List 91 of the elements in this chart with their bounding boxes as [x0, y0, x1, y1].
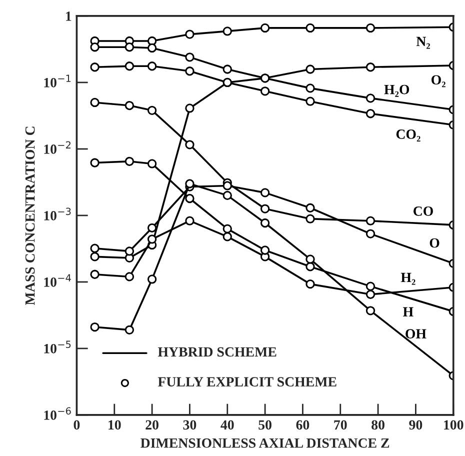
- point: [306, 96, 315, 106]
- point: [260, 246, 270, 255]
- series-label: OH: [406, 329, 426, 338]
- point: [147, 234, 157, 244]
- point: [124, 246, 134, 256]
- point: [366, 306, 376, 316]
- point: [260, 218, 270, 228]
- x-tick-label: 40: [220, 420, 234, 430]
- point: [124, 156, 134, 166]
- x-tick-label: 90: [409, 420, 422, 430]
- point: [147, 106, 157, 115]
- series-label: CO: [414, 206, 433, 216]
- point: [222, 224, 232, 234]
- x-tick-label: 0: [74, 420, 80, 430]
- point: [260, 188, 270, 198]
- x-axis-title: DIMENSIONLESS AXIAL DISTANCE Z: [140, 438, 390, 448]
- series-label: O: [430, 238, 440, 248]
- point: [306, 262, 315, 272]
- point: [124, 325, 134, 335]
- point: [306, 279, 315, 289]
- point: [147, 159, 157, 168]
- point: [147, 274, 157, 284]
- annotation: FULLY EXPLICIT SCHEME: [158, 377, 336, 387]
- x-tick-label: 60: [296, 420, 310, 430]
- y-tick-label: 1: [66, 12, 72, 21]
- point: [185, 104, 194, 113]
- point: [222, 190, 232, 200]
- y-tick-label: 10$^{−4}$: [44, 274, 71, 287]
- point: [124, 62, 134, 71]
- point: [147, 62, 157, 71]
- point: [222, 232, 232, 242]
- x-tick-label: 80: [372, 420, 384, 430]
- point: [260, 23, 270, 33]
- point: [366, 282, 376, 291]
- point: [260, 86, 270, 96]
- point: [147, 223, 157, 232]
- point: [366, 23, 376, 33]
- y-tick-label: 10$^{−5}$: [44, 340, 71, 354]
- point: [90, 158, 100, 168]
- point: [124, 42, 134, 52]
- point: [185, 194, 194, 204]
- point: [366, 290, 376, 299]
- point: [306, 64, 315, 74]
- y-tick-label: 10$^{−6}$: [44, 407, 71, 420]
- point: [90, 98, 100, 108]
- x-tick-label: 20: [146, 420, 158, 430]
- point: [90, 62, 100, 72]
- point: [90, 244, 100, 253]
- point: [90, 252, 100, 262]
- series-label: H₂: [400, 272, 416, 285]
- x-tick-label: 70: [334, 420, 347, 430]
- annotation: HYBRID SCHEME: [158, 347, 276, 357]
- series-label: O₂: [432, 75, 446, 88]
- point: [366, 216, 376, 226]
- series-label: CO₂: [396, 130, 420, 142]
- point: [185, 52, 194, 62]
- point: [306, 84, 315, 93]
- point: [366, 229, 376, 238]
- series-label: H: [403, 307, 414, 316]
- point: [185, 140, 194, 150]
- point: [124, 100, 134, 110]
- x-tick-label: 50: [258, 420, 272, 430]
- x-tick-label: 30: [183, 420, 196, 430]
- point: [185, 179, 194, 188]
- point: [306, 23, 315, 33]
- point: [222, 64, 232, 74]
- y-tick-label: 10$^{−1}$: [44, 74, 71, 88]
- y-axis-title: MASS CONCENTRATION C: [25, 126, 35, 305]
- point: [366, 94, 376, 103]
- point: [90, 270, 100, 279]
- x-tick-label: 10: [108, 420, 121, 430]
- point: [185, 66, 194, 76]
- point: [260, 204, 270, 214]
- point: [147, 43, 157, 53]
- point: [366, 109, 376, 118]
- point: [90, 42, 100, 52]
- y-tick-label: 10$^{−3}$: [44, 208, 71, 220]
- point: [222, 26, 232, 36]
- point: [222, 181, 232, 190]
- point: [124, 272, 134, 282]
- point: [90, 322, 100, 332]
- point: [306, 254, 315, 264]
- series-label: H₂O: [384, 84, 410, 97]
- point: [185, 216, 194, 226]
- y-tick-label: 10$^{−2}$: [44, 141, 70, 154]
- point: [306, 214, 315, 224]
- point: [366, 62, 376, 72]
- series-label: N₂: [416, 36, 430, 49]
- point: [306, 203, 315, 212]
- x-tick-label: 100: [444, 420, 464, 430]
- point: [185, 30, 194, 39]
